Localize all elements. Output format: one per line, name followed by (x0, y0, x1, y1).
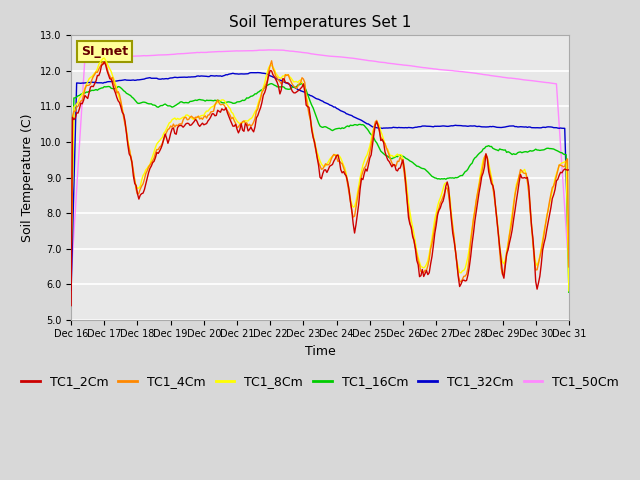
Title: Soil Temperatures Set 1: Soil Temperatures Set 1 (229, 15, 411, 30)
Legend: TC1_2Cm, TC1_4Cm, TC1_8Cm, TC1_16Cm, TC1_32Cm, TC1_50Cm: TC1_2Cm, TC1_4Cm, TC1_8Cm, TC1_16Cm, TC1… (16, 370, 624, 393)
Text: SI_met: SI_met (81, 45, 128, 58)
X-axis label: Time: Time (305, 345, 335, 358)
Y-axis label: Soil Temperature (C): Soil Temperature (C) (21, 113, 35, 242)
